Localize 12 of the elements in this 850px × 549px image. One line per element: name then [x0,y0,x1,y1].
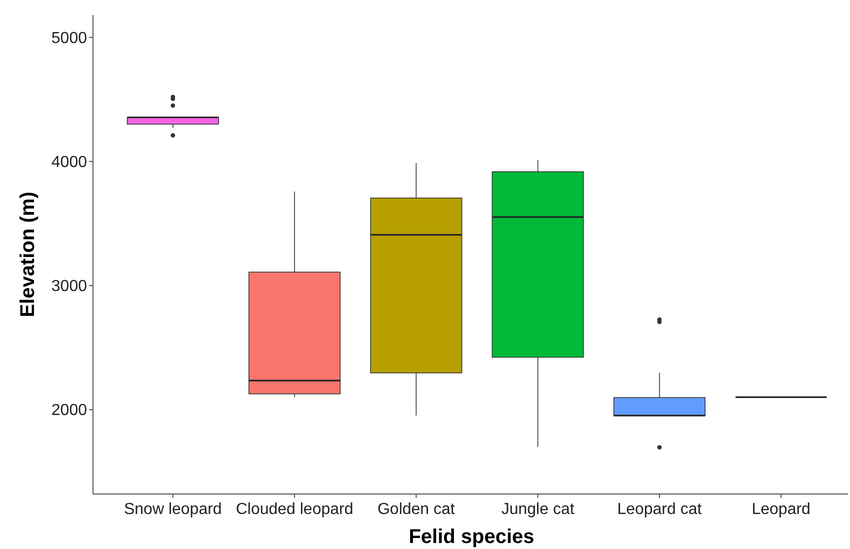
y-tick-label: 3000 [51,278,88,296]
y-tick-label: 2000 [51,402,88,420]
y-tick-label: 4000 [51,154,88,172]
y-axis-title: Elevation (m) [17,192,39,318]
x-tick-label: Jungle cat [501,501,575,518]
x-tick-label: Leopard [752,501,810,518]
x-tick-label: Leopard cat [617,501,702,518]
x-tick-label: Snow leopard [124,501,222,518]
x-tick-label: Golden cat [377,501,456,518]
x-tick-label: Clouded leopard [236,501,354,518]
x-axis-title: Felid species [408,526,534,548]
y-tick-label: 5000 [51,30,88,47]
